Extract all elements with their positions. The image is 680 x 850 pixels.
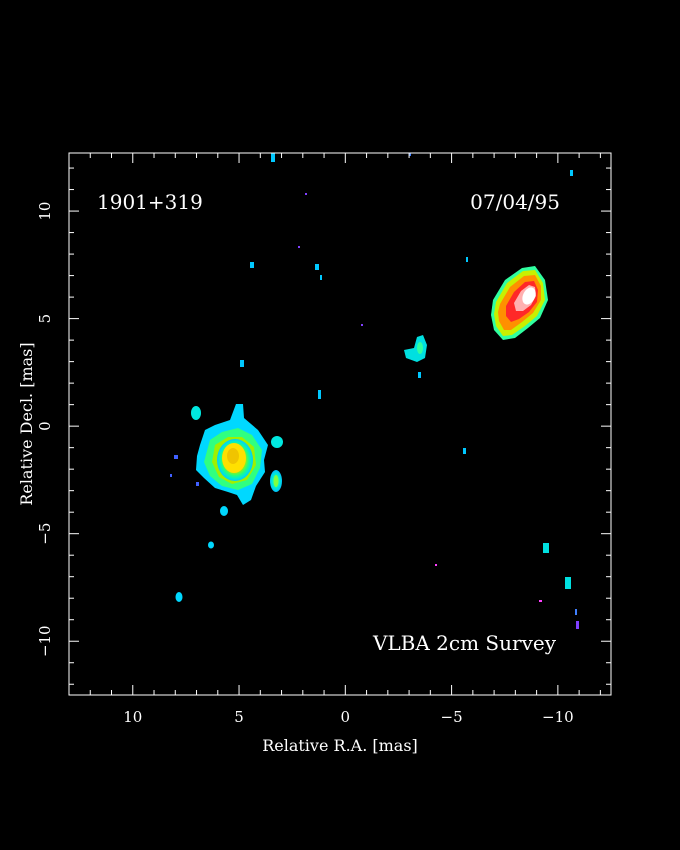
knot-east-upper (191, 406, 201, 420)
speck-east-3 (170, 474, 172, 477)
middle-component-center (417, 342, 423, 354)
speck-15 (565, 577, 571, 589)
axis-ticks (69, 153, 611, 695)
speck-17 (539, 600, 542, 602)
y-tick-label: 5 (36, 314, 54, 324)
x-tick-label: −10 (542, 708, 574, 726)
speck-6 (250, 262, 254, 268)
speck-16 (435, 564, 437, 566)
jet-component-peak (522, 287, 536, 305)
date-label: 07/04/95 (470, 190, 560, 214)
x-axis-label: Relative R.A. [mas] (262, 736, 418, 755)
speck-13 (463, 448, 466, 454)
x-tick-labels: 10 5 0 −5 −10 (123, 708, 573, 726)
speck-east-2 (196, 482, 199, 486)
speck-7 (315, 264, 319, 270)
knot-west-right (271, 436, 283, 448)
emission-map (170, 153, 579, 629)
speck-19 (576, 621, 579, 629)
speck-mid-1 (418, 372, 421, 378)
speck-5 (298, 246, 300, 248)
core-component-max (227, 448, 239, 464)
speck-18 (575, 609, 577, 615)
y-tick-labels: 10 5 0 −5 −10 (36, 202, 54, 658)
plot-frame (68, 152, 612, 696)
speck-10 (361, 324, 363, 326)
knot-far-south-east (175, 592, 183, 602)
knot-south-east (208, 541, 214, 549)
y-tick-label: −5 (36, 523, 54, 545)
survey-label: VLBA 2cm Survey (372, 631, 557, 655)
speck-9 (466, 257, 468, 262)
speck-east-1 (174, 455, 178, 459)
y-axis-label: Relative Decl. [mas] (17, 342, 36, 505)
speck-1 (271, 153, 275, 162)
y-tick-label: −10 (36, 625, 54, 657)
knot-south (220, 506, 228, 516)
x-tick-label: 5 (234, 708, 244, 726)
speck-3 (570, 170, 573, 176)
knot-west-lower-center (273, 475, 279, 487)
speck-4 (305, 193, 307, 195)
source-label: 1901+319 (97, 190, 203, 214)
speck-14 (543, 543, 549, 553)
middle-component (404, 335, 427, 362)
y-tick-label: 10 (36, 202, 54, 221)
speck-8 (320, 275, 322, 280)
x-tick-label: 10 (123, 708, 142, 726)
x-tick-label: −5 (441, 708, 463, 726)
y-tick-label: 0 (36, 421, 54, 431)
speck-12 (318, 390, 321, 399)
speck-11 (240, 360, 244, 367)
speck-2 (409, 153, 411, 156)
x-tick-label: 0 (341, 708, 351, 726)
